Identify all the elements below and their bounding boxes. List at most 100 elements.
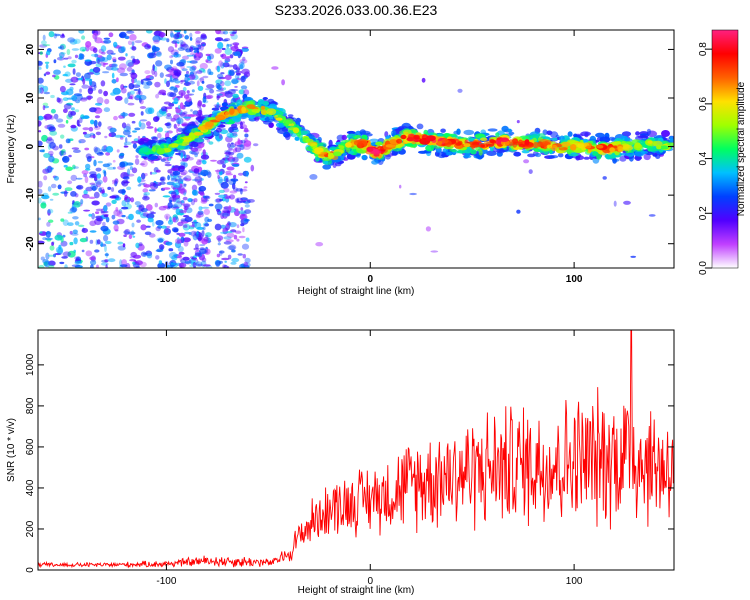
spectrogram-noise-blob [180, 218, 187, 222]
spectrogram-x-tick-label: 0 [367, 274, 373, 285]
spectrogram-noise-blob [91, 185, 97, 192]
spectrogram-noise-blob [155, 220, 164, 226]
spectrogram-noise-blob [160, 37, 168, 41]
spectrogram-noise-blob [214, 37, 224, 42]
spectrogram-noise-blob [409, 192, 417, 196]
spectrogram-noise-blob [103, 107, 111, 113]
spectrogram-noise-blob [215, 260, 221, 267]
spectrogram-noise-blob [143, 184, 151, 188]
spectrogram-ridge-blob [508, 131, 515, 135]
spectrogram-ridge-blob [307, 142, 317, 146]
spectrogram-ridge-blob [390, 130, 397, 137]
spectrogram-noise-blob [189, 114, 198, 117]
spectrogram-noise-blob [120, 112, 129, 117]
spectrogram-ridge-blob [171, 143, 179, 148]
spectrogram-noise-blob [179, 165, 186, 170]
snr-x-axis-label: Height of straight line (km) [298, 585, 415, 596]
spectrogram-noise-blob [62, 73, 69, 77]
spectrogram-noise-blob [122, 176, 130, 180]
spectrogram-noise-blob [120, 264, 128, 268]
spectrogram-noise-blob [155, 249, 162, 252]
spectrogram-noise-blob [137, 135, 141, 141]
spectrogram-noise-blob [173, 51, 179, 58]
spectrogram-noise-blob [183, 82, 191, 86]
spectrogram-noise-blob [199, 244, 206, 247]
spectrogram-ridge-blob [254, 116, 260, 122]
spectrogram-noise-blob [79, 117, 83, 124]
spectrogram-noise-blob [218, 133, 223, 139]
spectrogram-noise-blob [185, 96, 192, 103]
spectrogram-noise-blob [201, 206, 210, 209]
spectrogram-ridge-blob [425, 145, 434, 152]
spectrogram-noise-blob [206, 138, 211, 143]
spectrogram-noise-blob [79, 46, 87, 52]
spectrogram-noise-blob [52, 192, 60, 196]
spectrogram-noise-blob [164, 130, 170, 133]
spectrogram-noise-blob [79, 88, 82, 93]
spectrogram-noise-blob [180, 80, 183, 85]
spectrogram-noise-blob [131, 45, 135, 50]
spectrogram-noise-blob [79, 97, 88, 102]
spectrogram-noise-blob [128, 234, 133, 240]
spectrogram-ridge-blob [480, 144, 485, 148]
spectrogram-noise-blob [239, 58, 248, 64]
spectrogram-noise-blob [38, 115, 44, 121]
spectrogram-noise-blob [95, 63, 102, 68]
spectrogram-noise-blob [196, 80, 200, 87]
spectrogram-noise-blob [104, 253, 109, 257]
spectrogram-noise-blob [175, 200, 181, 203]
spectrogram-noise-blob [44, 61, 50, 64]
spectrogram-ridge-blob [237, 106, 243, 113]
spectrogram-noise-blob [196, 70, 203, 74]
spectrogram-noise-blob [613, 200, 617, 207]
spectrogram-ridge-blob [437, 151, 447, 159]
snr-series-line [38, 330, 674, 569]
spectrogram-noise-blob [127, 173, 135, 177]
spectrogram-noise-blob [72, 229, 78, 235]
spectrogram-ridge-blob [260, 105, 266, 110]
spectrogram-noise-blob [138, 182, 146, 186]
spectrogram-noise-blob [516, 209, 521, 214]
spectrogram-noise-blob [145, 204, 153, 211]
spectrogram-noise-blob [103, 205, 108, 212]
spectrogram-noise-blob [129, 256, 136, 259]
spectrogram-noise-blob [155, 169, 161, 173]
spectrogram-noise-blob [160, 31, 165, 38]
spectrogram-noise-blob [182, 223, 191, 231]
spectrogram-noise-blob [73, 149, 81, 153]
spectrogram-noise-blob [218, 194, 227, 198]
spectrogram-noise-blob [219, 250, 225, 254]
spectrogram-ridge-blob [469, 144, 480, 148]
spectrogram-ridge-blob [512, 138, 519, 144]
spectrogram-noise-blob [178, 90, 186, 96]
spectrogram-noise-blob [145, 225, 151, 228]
spectrogram-ridge-blob [646, 128, 652, 136]
spectrogram-noise-blob [182, 55, 189, 60]
spectrogram-ridge-blob [660, 145, 669, 150]
spectrogram-noise-blob [48, 264, 55, 268]
spectrogram-noise-blob [200, 192, 205, 196]
spectrogram-noise-blob [191, 189, 197, 196]
spectrogram-noise-blob [88, 213, 93, 217]
spectrogram-noise-blob [192, 258, 199, 261]
spectrogram-noise-blob [104, 245, 107, 253]
spectrogram-noise-blob [98, 121, 102, 127]
spectrogram-noise-blob [159, 244, 165, 250]
spectrogram-noise-blob [214, 48, 222, 54]
spectrogram-noise-blob [74, 256, 80, 260]
spectrogram-noise-blob [140, 213, 148, 219]
spectrogram-noise-blob [179, 159, 188, 162]
spectrogram-ridge-blob [661, 130, 670, 137]
spectrogram-noise-blob [107, 258, 116, 263]
spectrogram-noise-blob [127, 40, 133, 46]
spectrogram-noise-blob [45, 63, 49, 70]
spectrogram-noise-blob [224, 260, 227, 263]
spectrogram-noise-blob [210, 159, 217, 162]
spectrogram-noise-blob [240, 197, 248, 201]
spectrogram-noise-blob [185, 48, 192, 53]
spectrogram-ridge-blob [530, 133, 539, 140]
snr-y-tick-label: 800 [25, 397, 36, 414]
spectrogram-noise-blob [116, 77, 119, 83]
spectrogram-noise-blob [231, 257, 240, 263]
spectrogram-noise-blob [88, 126, 94, 132]
